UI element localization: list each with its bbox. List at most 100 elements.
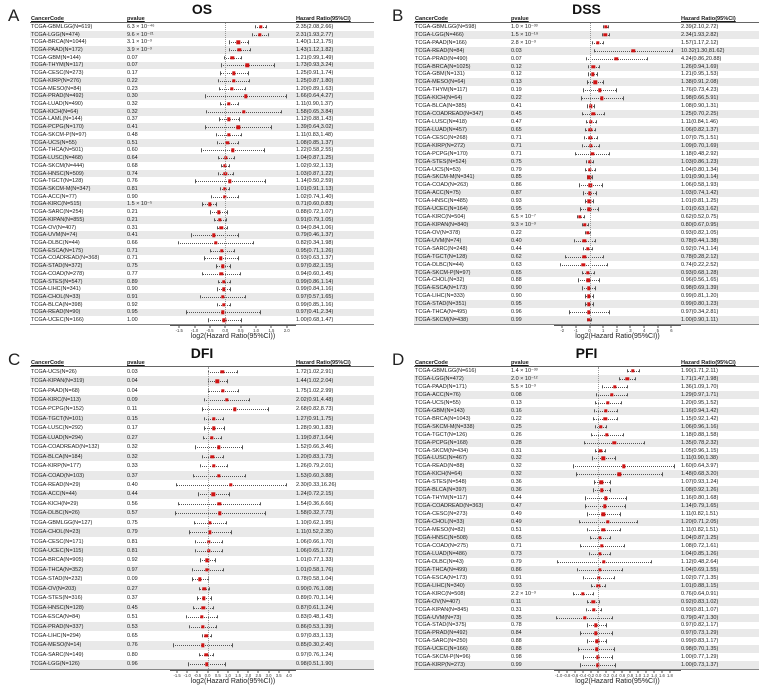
row-pvalue: 0.90 [511, 293, 522, 300]
ci-cap-left [586, 159, 588, 164]
forest-row: TCGA-UCEC(N=164) 0.95 1.01(0.63,1.62) [414, 205, 759, 214]
ci-cap-left [582, 286, 584, 291]
ci-cap-left [582, 112, 584, 116]
ci-cap-right [222, 539, 224, 544]
row-pvalue: 0.74 [127, 170, 138, 177]
row-pvalue: 0.11 [127, 406, 138, 413]
ci-cap-left [627, 369, 629, 373]
row-pvalue: 0.98 [511, 654, 522, 661]
row-cancer-code: TCGA-OV(N=378) [415, 229, 461, 236]
row-pvalue: 0.27 [127, 585, 138, 592]
hr-point [610, 393, 614, 397]
row-plot [555, 150, 677, 158]
hr-point [221, 264, 225, 268]
forest-row: TCGA-SKCM(N=438) 0.99 1.00(0.90,1.11) [414, 316, 759, 325]
ci-cap-left [585, 231, 587, 235]
axis-tick-label: 0.6 [619, 673, 626, 679]
hr-point [606, 401, 610, 405]
row-plot [171, 193, 292, 201]
ci-cap-left [218, 79, 220, 83]
ci-cap-right [264, 179, 266, 183]
row-cancer-code: TCGA-GBM(N=144) [31, 54, 81, 61]
row-pvalue: 0.76 [127, 178, 138, 185]
axis-tick [597, 671, 599, 674]
row-cancer-code: TCGA-KIRP(N=276) [31, 77, 81, 84]
forest-row: TCGA-SKCM-M(N=347) 0.81 1.01(0.91,1.13) [30, 185, 374, 193]
row-cancer-code: TCGA-UCS(N=26) [31, 368, 77, 375]
row-pvalue: 0.04 [127, 387, 138, 394]
row-pvalue: 0.79 [511, 166, 522, 173]
ci-cap-left [594, 409, 596, 413]
forest-row: TCGA-GBM(N=144) 0.07 1.21(0.99,1.49) [30, 54, 374, 62]
ci-cap-right [593, 159, 595, 164]
hr-point [223, 171, 228, 176]
row-cancer-code: TCGA-UCS(N=53) [415, 166, 461, 173]
ci-cap-left [587, 599, 589, 604]
row-plot [171, 278, 292, 286]
ci-cap-right [612, 615, 614, 620]
ci-cap-left [214, 218, 216, 222]
hr-point [582, 254, 587, 259]
row-hr-ci: 1.00(0.73,1.37) [681, 662, 719, 669]
ci-cap-right [602, 80, 604, 85]
hr-point [603, 504, 607, 508]
hr-point [592, 607, 596, 612]
ci-cap-right [232, 171, 234, 176]
hr-point [591, 64, 596, 69]
ci-cap-left [573, 591, 575, 596]
ci-cap-right [605, 424, 607, 429]
row-hr-ci: 0.96(0.56,1.65) [681, 277, 719, 284]
row-plot [171, 170, 292, 178]
row-hr-ci: 1.16(0.94,1.42) [681, 407, 719, 414]
axis-tick [257, 671, 259, 674]
axis-tick [240, 326, 242, 329]
ci-cap-left [575, 152, 577, 156]
row-cancer-code: TCGA-CESC(N=273) [31, 70, 84, 77]
axis-tick-label: 3.5 [275, 673, 282, 679]
row-plot [555, 383, 677, 391]
row-pvalue: 2.8 × 10⁻³ [511, 39, 536, 46]
ci-cap-left [587, 80, 589, 85]
hr-point [205, 558, 210, 563]
ci-cap-left [218, 171, 220, 176]
forest-row: TCGA-LGG(N=126) 0.96 0.98(0.51,1.90) [30, 659, 374, 669]
row-hr-ci: 2.35(2.08,2.66) [296, 23, 334, 30]
forest-row: TCGA-COAD(N=278) 0.77 0.94(0.60,1.45) [30, 270, 374, 278]
row-pvalue: 1.4 × 10⁻³³ [511, 367, 538, 374]
row-cancer-code: TCGA-BLCA(N=398) [31, 301, 83, 308]
forest-row: TCGA-UCEC(N=166) 0.88 0.98(0.70,1.35) [414, 645, 759, 654]
row-plot [555, 86, 677, 94]
forest-row: TCGA-TGCT(N=128) 0.62 0.78(0.28,2.12) [414, 252, 759, 261]
hr-point [217, 473, 221, 478]
row-cancer-code: TCGA-SARC(N=149) [31, 651, 84, 658]
forest-row: TCGA-DLBC(N=26) 0.57 1.58(0.32,7.73) [30, 508, 374, 518]
forest-row: TCGA-KIRC(N=515) 1.5 × 10⁻⁵ 0.71(0.60,0.83… [30, 200, 374, 209]
ci-cap-right [227, 379, 229, 383]
hr-point [594, 631, 598, 636]
axis-tick-label: 1.5 [268, 328, 275, 334]
axis-tick-label: 0.4 [611, 673, 618, 679]
forest-row: TCGA-LUAD(N=294) 0.27 1.19(0.87,1.64) [30, 433, 374, 443]
forest-row: TCGA-LUAD(N=457) 0.65 1.06(0.82,1.37) [414, 125, 759, 134]
row-plot [171, 224, 292, 232]
row-pvalue: 0.71 [127, 255, 138, 262]
x-axis: -1.0 -0.8 -0.6 -0.4 -0.2 0.0 0.2 0.4 0.6 0.8 1.0 1.… [414, 670, 759, 678]
row-cancer-code: TCGA-KIRC(N=504) [415, 214, 466, 221]
row-plot [171, 641, 292, 650]
axis-tick-label: 1.5 [235, 673, 241, 679]
row-cancer-code: TCGA-THCA(N=352) [31, 566, 84, 573]
axis-tick [661, 671, 663, 674]
row-cancer-code: TCGA-ESCA(N=173) [415, 285, 468, 292]
forest-row: TCGA-COAD(N=103) 0.37 1.53(0.60,3.88) [30, 470, 374, 481]
ci-cap-left [175, 483, 177, 487]
row-hr-ci: 0.97(0.57,1.65) [296, 294, 334, 301]
axis-tick [176, 671, 178, 674]
row-plot [555, 375, 677, 383]
forest-row: TCGA-KIRP(N=272) 0.71 1.09(0.70,1.69) [414, 141, 759, 150]
forest-row: TCGA-STES(N=548) 0.36 1.07(0.93,1.24) [414, 478, 759, 486]
forest-row: TCGA-PCPG(N=168) 0.28 1.35(0.78,2.32) [414, 438, 759, 447]
panel-letter: A [8, 6, 20, 25]
ci-cap-left [557, 560, 559, 564]
row-pvalue: 0.89 [127, 278, 138, 285]
row-plot [171, 405, 292, 414]
